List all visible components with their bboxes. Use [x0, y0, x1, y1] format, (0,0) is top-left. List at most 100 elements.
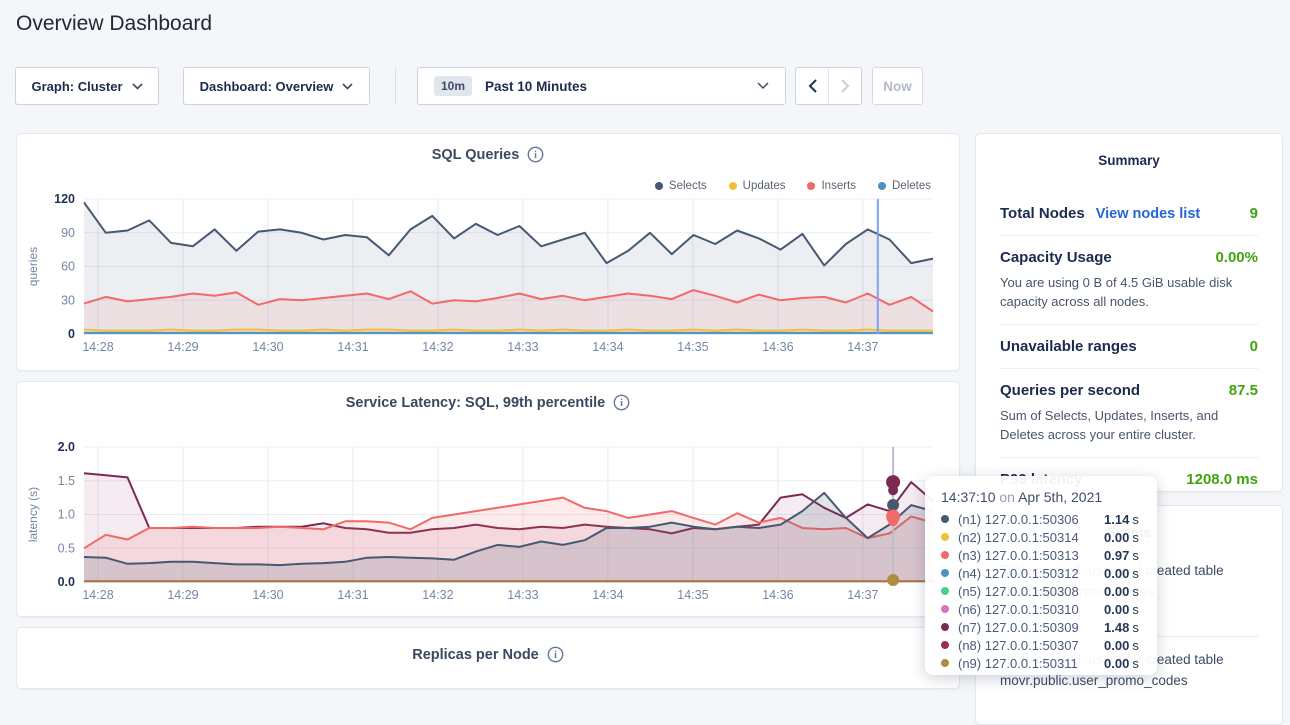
svg-text:14:35: 14:35 [677, 340, 708, 354]
svg-text:14:35: 14:35 [677, 588, 708, 602]
chart-legend: Selects Updates Inserts Deletes [655, 180, 931, 192]
node-color-dot [941, 587, 949, 595]
legend-item-deletes[interactable]: Deletes [878, 180, 931, 192]
dashboard-dropdown-label: Dashboard: Overview [200, 79, 334, 94]
latency-unit: s [1132, 620, 1139, 635]
chart-hover-tooltip: 14:37:10 on Apr 5th, 2021 (n1) 127.0.0.1… [925, 476, 1157, 675]
service-latency-chart-card: 14:2814:2914:3014:3114:3214:3314:3414:35… [16, 381, 960, 617]
node-latency-value: 0.00s [1104, 656, 1139, 671]
svg-text:i: i [534, 150, 537, 161]
capacity-usage-value: 0.00% [1215, 249, 1258, 266]
svg-text:14:34: 14:34 [592, 340, 623, 354]
tooltip-row: (n3) 127.0.0.1:503130.97s [941, 546, 1141, 564]
svg-text:14:29: 14:29 [167, 588, 198, 602]
chevron-right-icon [841, 79, 850, 93]
svg-text:14:37: 14:37 [847, 340, 878, 354]
tooltip-row: (n4) 127.0.0.1:503120.00s [941, 564, 1141, 582]
svg-text:14:29: 14:29 [167, 340, 198, 354]
svg-text:i: i [620, 398, 623, 409]
time-range-picker[interactable]: 10m Past 10 Minutes [417, 67, 786, 105]
service-latency-chart[interactable]: 14:2814:2914:3014:3114:3214:3314:3414:35… [17, 382, 961, 618]
time-step-buttons [795, 67, 862, 105]
node-latency-value: 1.14s [1104, 512, 1139, 527]
latency-unit: s [1132, 566, 1139, 581]
svg-text:120: 120 [54, 192, 75, 206]
node-color-dot [941, 569, 949, 577]
tooltip-row: (n9) 127.0.0.1:503110.00s [941, 654, 1141, 672]
sql-queries-chart-title: SQL Queries [432, 147, 520, 163]
node-color-dot [941, 659, 949, 667]
info-icon[interactable]: i [547, 646, 564, 663]
svg-text:0.5: 0.5 [58, 541, 75, 555]
node-address: (n2) 127.0.0.1:50314 [958, 530, 1104, 545]
latency-unit: s [1132, 530, 1139, 545]
svg-text:60: 60 [61, 260, 75, 274]
info-icon[interactable]: i [613, 394, 630, 411]
node-address: (n8) 127.0.0.1:50307 [958, 638, 1104, 653]
tooltip-row: (n7) 127.0.0.1:503091.48s [941, 618, 1141, 636]
svg-text:14:28: 14:28 [82, 340, 113, 354]
legend-item-selects[interactable]: Selects [655, 180, 707, 192]
info-icon[interactable]: i [527, 146, 544, 163]
legend-dot [729, 182, 737, 190]
view-nodes-list-link[interactable]: View nodes list [1096, 206, 1201, 222]
total-nodes-label: Total Nodes [1000, 205, 1085, 222]
node-color-dot [941, 551, 949, 559]
capacity-usage-label: Capacity Usage [1000, 249, 1112, 266]
node-address: (n5) 127.0.0.1:50308 [958, 584, 1104, 599]
node-latency-value: 0.00s [1104, 566, 1139, 581]
qps-desc: Sum of Selects, Updates, Inserts, and De… [1000, 406, 1258, 444]
time-range-label: Past 10 Minutes [485, 79, 587, 94]
summary-row-total-nodes: Total Nodes View nodes list 9 [1000, 192, 1258, 236]
svg-text:14:32: 14:32 [422, 340, 453, 354]
svg-text:30: 30 [61, 293, 75, 307]
legend-dot [807, 182, 815, 190]
svg-text:14:28: 14:28 [82, 588, 113, 602]
svg-text:14:36: 14:36 [762, 340, 793, 354]
legend-item-inserts[interactable]: Inserts [807, 180, 856, 192]
svg-text:14:30: 14:30 [252, 340, 283, 354]
chevron-down-icon [132, 83, 143, 90]
latency-unit: s [1132, 602, 1139, 617]
chevron-down-icon [342, 83, 353, 90]
next-time-button[interactable] [828, 68, 861, 104]
tooltip-timestamp: 14:37:10 on Apr 5th, 2021 [941, 489, 1141, 505]
unavailable-ranges-label: Unavailable ranges [1000, 338, 1137, 355]
svg-text:queries: queries [26, 247, 40, 286]
svg-text:14:33: 14:33 [507, 588, 538, 602]
tooltip-row: (n6) 127.0.0.1:503100.00s [941, 600, 1141, 618]
node-latency-value: 0.97s [1104, 548, 1139, 563]
svg-text:14:36: 14:36 [762, 588, 793, 602]
legend-dot [878, 182, 886, 190]
latency-unit: s [1132, 548, 1139, 563]
dashboard-dropdown[interactable]: Dashboard: Overview [183, 67, 370, 105]
latency-unit: s [1132, 584, 1139, 599]
node-address: (n4) 127.0.0.1:50312 [958, 566, 1104, 581]
node-color-dot [941, 605, 949, 613]
node-latency-value: 0.00s [1104, 602, 1139, 617]
node-color-dot [941, 533, 949, 541]
latency-unit: s [1132, 638, 1139, 653]
replicas-chart-title: Replicas per Node [412, 647, 539, 663]
sql-queries-chart[interactable]: 14:2814:2914:3014:3114:3214:3314:3414:35… [17, 134, 961, 372]
svg-text:0.0: 0.0 [58, 575, 75, 589]
legend-item-updates[interactable]: Updates [729, 180, 786, 192]
svg-text:14:31: 14:31 [337, 588, 368, 602]
node-address: (n7) 127.0.0.1:50309 [958, 620, 1104, 635]
now-button[interactable]: Now [872, 67, 923, 105]
node-color-dot [941, 623, 949, 631]
capacity-usage-desc: You are using 0 B of 4.5 GiB usable disk… [1000, 273, 1258, 311]
latency-unit: s [1132, 512, 1139, 527]
svg-text:i: i [554, 650, 557, 661]
node-address: (n3) 127.0.0.1:50313 [958, 548, 1104, 563]
time-range-badge: 10m [434, 76, 472, 96]
prev-time-button[interactable] [796, 68, 828, 104]
svg-text:latency (s): latency (s) [26, 487, 40, 542]
node-latency-value: 0.00s [1104, 530, 1139, 545]
controls-divider [395, 67, 396, 105]
tooltip-row: (n2) 127.0.0.1:503140.00s [941, 528, 1141, 546]
svg-text:1.0: 1.0 [58, 508, 75, 522]
tooltip-row: (n8) 127.0.0.1:503070.00s [941, 636, 1141, 654]
tooltip-row: (n1) 127.0.0.1:503061.14s [941, 510, 1141, 528]
graph-dropdown[interactable]: Graph: Cluster [15, 67, 159, 105]
